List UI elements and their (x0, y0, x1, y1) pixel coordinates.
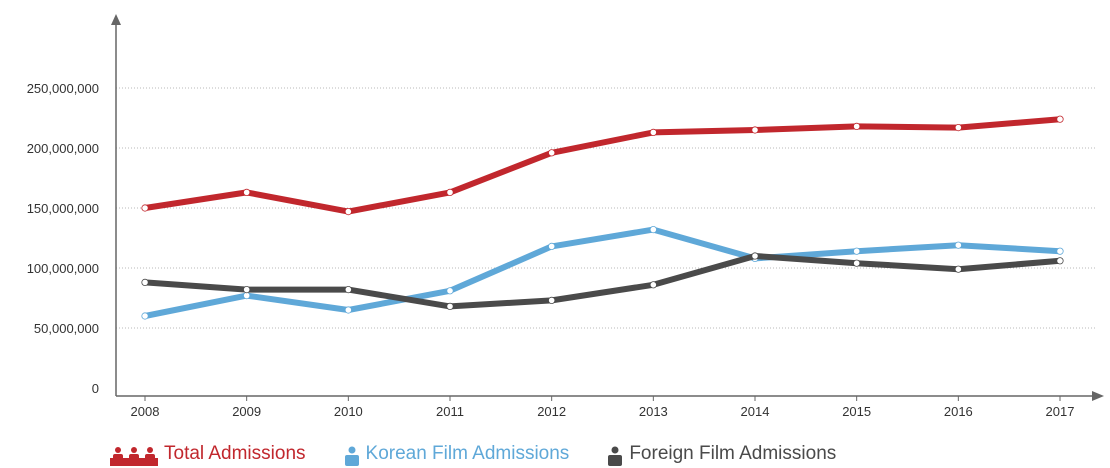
y-axis-arrow (111, 14, 121, 25)
data-point (751, 126, 759, 134)
legend-label-foreign: Foreign Film Admissions (629, 443, 837, 464)
legend-label-total: Total Admissions (164, 443, 306, 464)
x-tick-label: 2011 (436, 404, 464, 419)
three-people-icon (110, 442, 158, 466)
data-point (141, 278, 149, 286)
data-point (853, 122, 861, 131)
data-point (649, 226, 657, 234)
data-point (243, 188, 251, 196)
data-point (649, 281, 657, 289)
legend-label-korean: Korean Film Admissions (365, 443, 570, 464)
data-point (548, 242, 556, 250)
data-point (141, 312, 149, 320)
data-point (853, 259, 861, 267)
y-tick-label: 250,000,000 (27, 81, 99, 96)
data-point (1056, 115, 1064, 123)
data-point (344, 285, 352, 294)
data-point (243, 285, 251, 294)
data-point (1056, 257, 1064, 265)
single-person-icon (344, 442, 360, 466)
series-line (142, 226, 1063, 319)
axes (111, 14, 1104, 401)
data-point (344, 306, 352, 314)
data-point (954, 241, 962, 249)
data-point (446, 287, 454, 295)
data-point (344, 208, 352, 216)
series-lines (141, 115, 1064, 320)
line-chart: 0 50,000,000 100,000,000 150,000,000 200,000… (27, 14, 1104, 419)
series-line (142, 116, 1063, 215)
data-point (853, 247, 861, 255)
data-point (548, 149, 556, 157)
x-tick-label: 2017 (1046, 404, 1075, 419)
data-point (446, 188, 454, 196)
legend-item-foreign: Foreign Film Admissions (607, 442, 836, 466)
x-tick-label: 2013 (639, 404, 668, 419)
x-tick-label: 2010 (334, 404, 363, 419)
single-person-icon (607, 442, 623, 466)
data-point (649, 128, 657, 136)
data-point (548, 296, 556, 304)
x-tick-label: 2014 (741, 404, 770, 419)
x-axis-arrow (1092, 391, 1104, 401)
y-tick-label: 150,000,000 (27, 201, 99, 216)
y-tick-label: 100,000,000 (27, 261, 99, 276)
y-tick-label: 200,000,000 (27, 141, 99, 156)
x-tick-label: 2012 (537, 404, 566, 419)
x-tick-label: 2016 (944, 404, 973, 419)
data-point (141, 204, 149, 212)
legend-item-total: Total Admissions (110, 442, 306, 466)
series-line (142, 253, 1063, 310)
x-tick-label: 2015 (842, 404, 871, 419)
x-tick-label: 2009 (232, 404, 261, 419)
tick-labels: 0 50,000,000 100,000,000 150,000,000 200,000… (27, 81, 1075, 419)
data-point (446, 302, 454, 310)
data-point (954, 124, 962, 132)
y-tick-label: 0 (92, 381, 99, 396)
legend-item-korean: Korean Film Admissions (344, 442, 570, 466)
legend: Total Admissions Korean Film Admissions … (110, 440, 836, 468)
data-point (954, 265, 962, 273)
data-point (1056, 247, 1064, 255)
data-point (751, 252, 759, 260)
x-tick-label: 2008 (131, 404, 160, 419)
y-tick-label: 50,000,000 (34, 321, 99, 336)
data-point (243, 291, 251, 300)
